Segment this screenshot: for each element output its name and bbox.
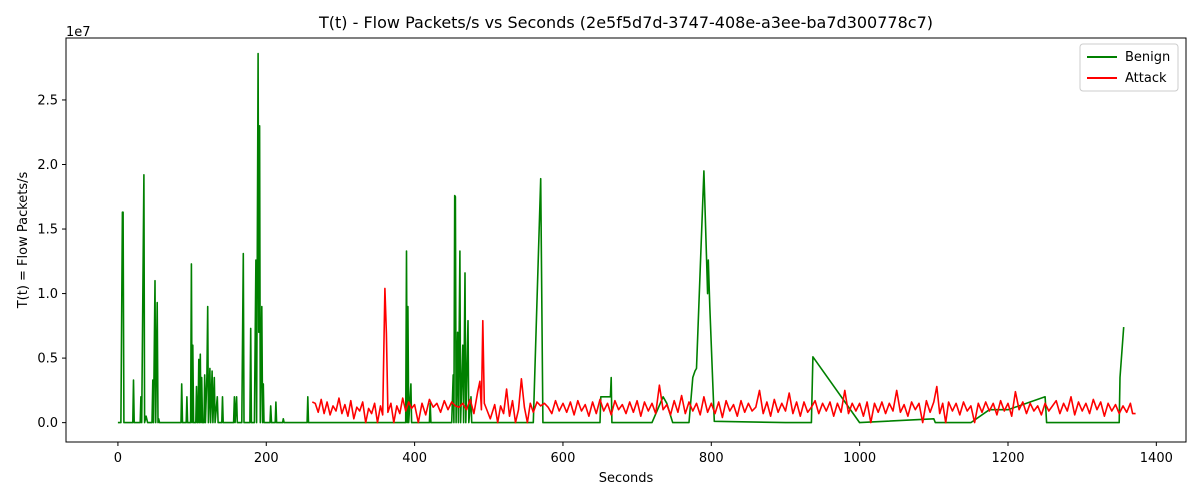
y-tick-label: 1.0 <box>37 287 58 302</box>
y-axis-label: T(t) = Flow Packets/s <box>16 171 31 309</box>
legend-label-attack: Attack <box>1125 71 1167 86</box>
series-line-benign <box>117 52 1125 424</box>
y-axis: 0.0 0.5 1.0 1.5 2.0 2.5 <box>37 93 66 431</box>
x-axis: 0 200 400 600 800 1000 1200 1400 <box>114 442 1173 466</box>
plot-area <box>117 52 1136 424</box>
y-offset-label: 1e7 <box>66 25 91 40</box>
x-tick-label: 600 <box>551 451 576 466</box>
x-axis-label: Seconds <box>599 471 654 486</box>
x-tick-label: 800 <box>699 451 724 466</box>
x-tick-label: 400 <box>402 451 427 466</box>
x-tick-label: 1400 <box>1140 451 1173 466</box>
y-tick-label: 0.5 <box>37 352 58 367</box>
legend-label-benign: Benign <box>1125 50 1170 65</box>
x-tick-label: 1200 <box>991 451 1024 466</box>
plot-frame <box>65 37 1187 443</box>
y-tick-label: 1.5 <box>37 223 58 238</box>
y-tick-label: 0.0 <box>37 416 58 431</box>
legend-box <box>1079 43 1179 92</box>
legend: Benign Attack <box>1079 43 1179 92</box>
y-tick-label: 2.0 <box>37 158 58 173</box>
x-tick-label: 200 <box>254 451 279 466</box>
series-line-attack <box>311 287 1136 424</box>
y-tick-label: 2.5 <box>37 93 58 108</box>
chart-title: T(t) - Flow Packets/s vs Seconds (2e5f5d… <box>318 13 933 32</box>
x-tick-label: 0 <box>114 451 122 466</box>
x-tick-label: 1000 <box>843 451 876 466</box>
